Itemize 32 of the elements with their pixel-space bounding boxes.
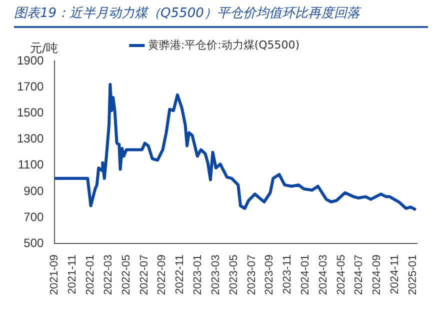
x-tick-label: 2025-01 bbox=[406, 254, 419, 296]
x-tick-label: 2022-03 bbox=[102, 254, 114, 296]
x-tick-label: 2022-05 bbox=[120, 254, 132, 296]
x-tick-label: 2024-03 bbox=[317, 254, 330, 296]
x-tick-label: 2022-09 bbox=[156, 254, 168, 296]
x-tick-label: 2024-05 bbox=[335, 254, 348, 296]
y-tick-label: 1500 bbox=[16, 105, 44, 120]
x-tick-label: 2022-01 bbox=[84, 254, 97, 296]
x-tick-label: 2023-07 bbox=[246, 254, 258, 296]
y-tick-label: 900 bbox=[24, 184, 44, 198]
x-tick-label: 2021-11 bbox=[66, 254, 79, 294]
y-tick-label: 700 bbox=[24, 210, 44, 224]
y-tick-label: 1100 bbox=[18, 158, 44, 172]
chart-title: 图表19：近半月动力煤（Q5500）平仓价均值环比再度回落 bbox=[14, 2, 428, 28]
x-tick-label: 2024-07 bbox=[353, 254, 366, 296]
x-tick-label: 2022-07 bbox=[138, 254, 150, 296]
y-axis-title: 元/吨 bbox=[30, 41, 58, 56]
y-tick-label: 1700 bbox=[16, 79, 44, 94]
x-tick-label: 2024-11 bbox=[389, 254, 402, 294]
y-tick-label: 1300 bbox=[16, 132, 44, 146]
y-tick-label: 1900 bbox=[16, 53, 44, 68]
y-tick-label: 500 bbox=[24, 236, 44, 250]
x-tick-label: 2024-09 bbox=[371, 254, 384, 296]
x-tick-label: 2023-03 bbox=[210, 254, 222, 296]
x-tick-label: 2021-09 bbox=[48, 254, 61, 296]
x-tick-label: 2023-09 bbox=[264, 254, 276, 296]
x-tick-label: 2023-05 bbox=[228, 254, 240, 296]
x-tick-label: 2024-01 bbox=[300, 254, 312, 296]
x-tick-label: 2023-11 bbox=[282, 254, 294, 294]
x-tick-label: 2023-01 bbox=[192, 254, 204, 296]
legend-label: 黄骅港:平仓价:动力煤(Q5500) bbox=[148, 38, 300, 52]
x-tick-label: 2022-11 bbox=[174, 254, 186, 294]
